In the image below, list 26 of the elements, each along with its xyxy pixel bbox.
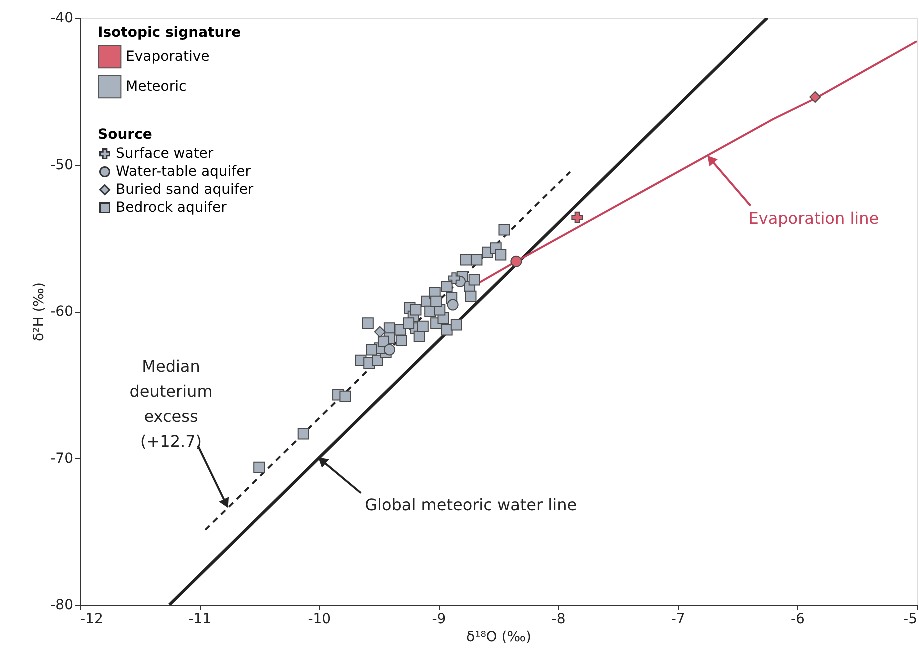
legend-label: Buried sand aquifer (116, 182, 254, 198)
x-tick-label: -9 (432, 612, 446, 628)
legend-label: Surface water (116, 146, 214, 162)
y-tick-label: -40 (50, 10, 74, 26)
x-tick-label: -5 (904, 612, 918, 628)
x-tick-label: -6 (790, 612, 805, 628)
annotation: Evaporation line (748, 208, 880, 228)
x-tick-label: -12 (80, 612, 104, 628)
x-tick-label: -11 (188, 612, 212, 628)
x-tick-label: -8 (552, 612, 566, 628)
legend-label: Evaporative (126, 49, 210, 65)
y-tick-label: -80 (50, 598, 74, 614)
y-tick-label: -70 (50, 450, 74, 467)
annotation: Global meteoric water line (365, 495, 578, 514)
legend-label: Water-table aquifer (116, 164, 252, 180)
x-tick-label: -7 (671, 612, 686, 628)
y-tick-label: -50 (50, 157, 74, 174)
x-axis-title: δ¹⁸O (‰) (466, 630, 532, 646)
text: Source (98, 127, 152, 143)
y-axis-title: δ²H (‰) (32, 282, 48, 342)
x-tick-label: -10 (308, 612, 332, 628)
legend-label: Bedrock aquifer (116, 200, 228, 216)
legend-label: Meteoric (126, 79, 187, 95)
annotation: Median deuterium excess (+12.7) (130, 357, 213, 452)
text: Isotopic signature (98, 25, 242, 41)
y-tick-label: -60 (50, 304, 74, 320)
